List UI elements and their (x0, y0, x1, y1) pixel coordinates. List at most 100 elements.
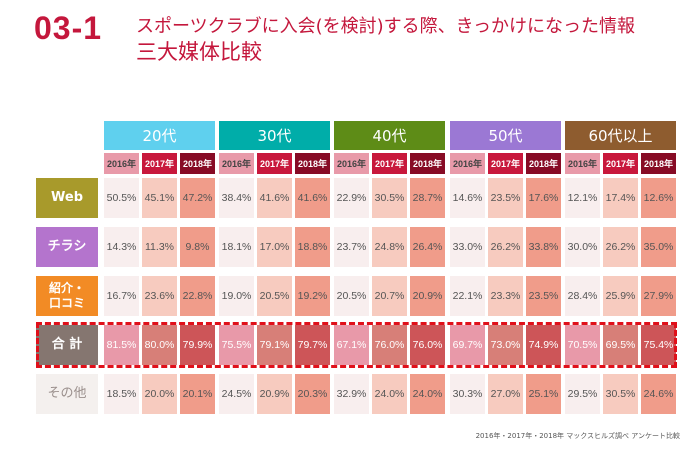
year-header: 2017年 (372, 153, 407, 174)
year-header: 2016年 (104, 153, 139, 174)
year-header: 2018年 (295, 153, 330, 174)
value-cell: 35.0% (641, 227, 676, 267)
value-cell: 75.5% (219, 325, 254, 365)
value-cell: 70.5% (565, 325, 600, 365)
year-header: 2016年 (565, 153, 600, 174)
value-cell: 22.8% (180, 276, 215, 316)
value-cell: 22.1% (450, 276, 485, 316)
value-cell: 17.6% (526, 178, 561, 218)
year-header: 2018年 (410, 153, 445, 174)
value-cell: 28.4% (565, 276, 600, 316)
value-cell: 80.0% (142, 325, 177, 365)
value-cell: 26.2% (603, 227, 638, 267)
value-cell: 25.9% (603, 276, 638, 316)
value-cell: 33.8% (526, 227, 561, 267)
value-cell: 24.0% (410, 374, 445, 414)
value-cell: 25.1% (526, 374, 561, 414)
value-cell: 18.8% (295, 227, 330, 267)
year-header: 2016年 (334, 153, 369, 174)
value-cell: 81.5% (104, 325, 139, 365)
value-cell: 19.0% (219, 276, 254, 316)
row-label: Web (36, 178, 98, 218)
value-cell: 24.8% (372, 227, 407, 267)
value-cell: 24.5% (219, 374, 254, 414)
year-header: 2017年 (257, 153, 292, 174)
value-cell: 16.7% (104, 276, 139, 316)
value-cell: 18.1% (219, 227, 254, 267)
value-cell: 20.3% (295, 374, 330, 414)
value-cell: 11.3% (142, 227, 177, 267)
value-cell: 76.0% (372, 325, 407, 365)
year-header: 2017年 (603, 153, 638, 174)
subtitle: 三大媒体比較 (136, 40, 262, 64)
age-group-header: 20代 (104, 121, 215, 150)
value-cell: 20.5% (257, 276, 292, 316)
value-cell: 79.9% (180, 325, 215, 365)
year-header: 2017年 (488, 153, 523, 174)
value-cell: 12.6% (641, 178, 676, 218)
value-cell: 17.4% (603, 178, 638, 218)
value-cell: 26.2% (488, 227, 523, 267)
value-cell: 75.4% (641, 325, 676, 365)
value-cell: 45.1% (142, 178, 177, 218)
value-cell: 23.5% (488, 178, 523, 218)
age-group-header: 50代 (450, 121, 561, 150)
value-cell: 30.5% (603, 374, 638, 414)
value-cell: 19.2% (295, 276, 330, 316)
value-cell: 23.3% (488, 276, 523, 316)
value-cell: 28.7% (410, 178, 445, 218)
value-cell: 73.0% (488, 325, 523, 365)
value-cell: 29.5% (565, 374, 600, 414)
value-cell: 20.9% (410, 276, 445, 316)
value-cell: 27.9% (641, 276, 676, 316)
value-cell: 67.1% (334, 325, 369, 365)
value-cell: 69.5% (603, 325, 638, 365)
value-cell: 20.5% (334, 276, 369, 316)
title: スポーツクラブに入会(を検討)する際、きっかけになった情報 (136, 16, 635, 37)
year-header: 2018年 (526, 153, 561, 174)
value-cell: 14.3% (104, 227, 139, 267)
value-cell: 32.9% (334, 374, 369, 414)
year-header: 2018年 (641, 153, 676, 174)
value-cell: 33.0% (450, 227, 485, 267)
value-cell: 30.0% (565, 227, 600, 267)
value-cell: 20.9% (257, 374, 292, 414)
value-cell: 24.0% (372, 374, 407, 414)
value-cell: 79.7% (295, 325, 330, 365)
year-header: 2017年 (142, 153, 177, 174)
value-cell: 69.7% (450, 325, 485, 365)
value-cell: 24.6% (641, 374, 676, 414)
value-cell: 20.1% (180, 374, 215, 414)
value-cell: 76.0% (410, 325, 445, 365)
value-cell: 20.0% (142, 374, 177, 414)
value-cell: 22.9% (334, 178, 369, 218)
value-cell: 18.5% (104, 374, 139, 414)
value-cell: 41.6% (257, 178, 292, 218)
value-cell: 74.9% (526, 325, 561, 365)
year-header: 2018年 (180, 153, 215, 174)
age-group-header: 30代 (219, 121, 330, 150)
value-cell: 9.8% (180, 227, 215, 267)
value-cell: 47.2% (180, 178, 215, 218)
row-label: 合 計 (36, 325, 98, 365)
value-cell: 38.4% (219, 178, 254, 218)
year-header: 2016年 (219, 153, 254, 174)
value-cell: 20.7% (372, 276, 407, 316)
value-cell: 17.0% (257, 227, 292, 267)
value-cell: 50.5% (104, 178, 139, 218)
section-code: 03-1 (34, 10, 103, 46)
year-header: 2016年 (450, 153, 485, 174)
value-cell: 26.4% (410, 227, 445, 267)
value-cell: 30.5% (372, 178, 407, 218)
value-cell: 27.0% (488, 374, 523, 414)
row-label: その他 (36, 374, 98, 414)
row-label: 紹介・ 口コミ (36, 276, 98, 316)
source-note: 2016年・2017年・2018年 マックスヒルズ調べ アンケート比較 (475, 432, 680, 440)
value-cell: 30.3% (450, 374, 485, 414)
value-cell: 23.6% (142, 276, 177, 316)
value-cell: 14.6% (450, 178, 485, 218)
row-label: チラシ (36, 227, 98, 267)
age-group-header: 60代以上 (565, 121, 676, 150)
value-cell: 12.1% (565, 178, 600, 218)
